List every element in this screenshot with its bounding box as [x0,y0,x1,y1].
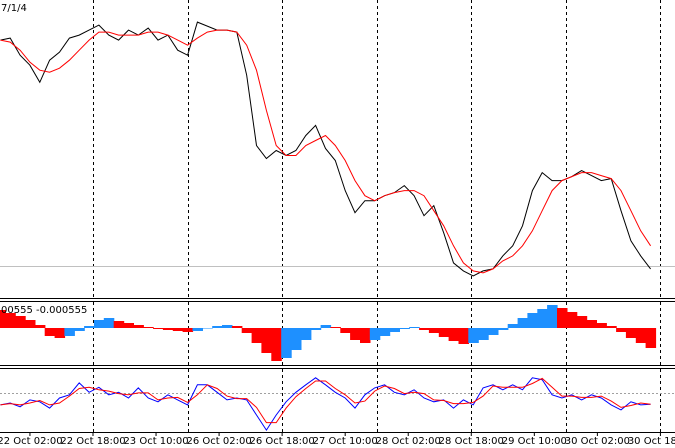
histogram-bar [360,328,371,343]
x-tick-label: 26 Oct 18:00 [250,436,315,447]
histogram-bar [448,328,460,341]
histogram-bar [0,310,6,328]
histogram-bar [310,328,322,330]
x-tick-label: 22 Oct 02:00 [0,436,63,447]
histogram-bar [389,328,400,332]
histogram-bar [616,328,627,332]
histogram-bar [15,316,26,328]
series-line [0,29,652,274]
histogram-bar [123,323,134,328]
histogram-bar [586,320,597,328]
histogram-bar [231,326,243,328]
histogram-bar [537,309,548,328]
histogram-bar [64,328,75,336]
histogram-bar [143,327,154,328]
histogram-bar [202,328,213,329]
histogram-bar [330,327,341,328]
x-tick-label: 22 Oct 18:00 [60,436,125,447]
histogram-bar [291,328,302,350]
x-tick-label: 28 Oct 18:00 [439,436,504,447]
histogram-bar [478,328,489,340]
x-tick-label: 27 Oct 10:00 [313,436,378,447]
histogram-bar [153,328,164,329]
histogram-bar [399,328,410,329]
histogram-bar [251,328,263,343]
histogram-bar [94,320,105,328]
histogram-bar [428,328,440,333]
histogram-bar [103,318,115,328]
histogram-bar [497,328,509,330]
histogram-bar [458,328,469,344]
histogram-bar [192,328,203,331]
histogram-bar [635,328,647,343]
x-tick-label: 30 Oct 02:00 [565,436,630,447]
histogram-bar [222,325,233,328]
histogram-bar [44,328,56,336]
histogram-bar [241,328,253,333]
histogram-bar [113,321,125,328]
x-tick-label: 30 Oct 18:00 [628,436,675,447]
series-line [0,377,651,424]
histogram-bar [419,328,430,330]
histogram-bar [54,328,66,338]
series-line [0,377,651,432]
histogram-bar [438,328,450,337]
histogram-bar [409,327,420,328]
x-tick-label: 28 Oct 02:00 [376,436,441,447]
histogram-bar [271,328,282,361]
histogram-bar [566,312,578,328]
histogram-bar [517,318,529,328]
histogram-bar [182,328,194,332]
histogram-bar [74,328,85,331]
histogram-bar [25,320,36,328]
histogram-bar [596,323,607,328]
histogram-bar [300,328,312,340]
histogram-bar [379,328,391,336]
histogram-bar [645,328,657,348]
histogram-bar [172,328,184,331]
histogram-bar [576,316,588,328]
indicator-label: 00555 -0.000555 [1,305,87,316]
histogram-bar [350,328,361,340]
histogram-bar [369,328,381,340]
x-tick-label: 29 Oct 10:00 [502,436,567,447]
histogram-bar [320,325,332,328]
x-tick-label: 23 Oct 10:00 [123,436,188,447]
histogram-bar [340,328,351,333]
histogram-bar [488,328,499,335]
histogram-bar [527,313,538,328]
histogram-bar [162,328,174,330]
indicator-label: 7/1/4 [1,3,27,14]
histogram-bar [507,324,519,328]
histogram-bar [212,326,223,328]
histogram-bar [5,313,16,328]
histogram-bar [547,305,558,328]
histogram-bar [468,328,479,343]
histogram-bar [261,328,272,353]
histogram-bar [281,328,292,358]
histogram-bar [625,328,637,338]
histogram-bar [133,325,144,328]
x-tick-label: 26 Oct 02:00 [186,436,251,447]
series-line [0,21,651,277]
histogram-bar [557,308,568,328]
histogram-bar [84,326,95,328]
histogram-bar [34,325,46,328]
histogram-bar [606,326,617,328]
